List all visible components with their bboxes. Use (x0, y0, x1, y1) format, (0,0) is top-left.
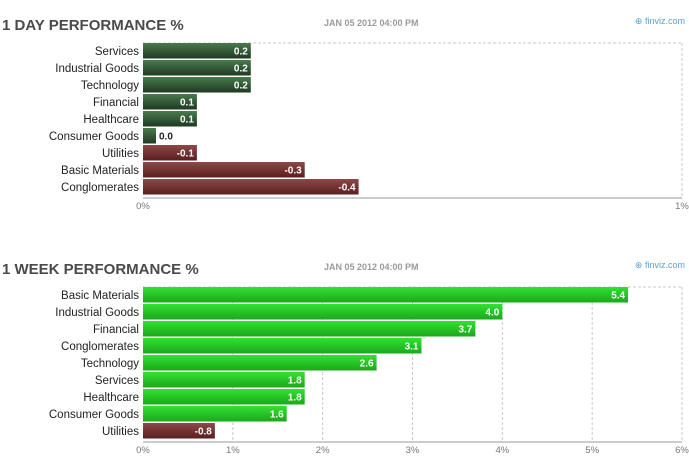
bar (143, 423, 215, 439)
category-label: Utilities (102, 148, 139, 160)
category-label: Basic Materials (61, 290, 139, 302)
category-label: Basic Materials (61, 165, 139, 177)
bar (143, 145, 197, 161)
bar-value-label: 0.2 (234, 80, 248, 91)
category-label: Financial (93, 324, 139, 336)
bar-value-label: -0.3 (284, 165, 302, 176)
bar (143, 321, 476, 337)
x-tick-label: 6% (675, 445, 689, 456)
x-tick-label: 0% (136, 445, 150, 456)
bar-value-label: 0.1 (180, 97, 194, 108)
bar-value-label: 0.0 (159, 131, 173, 142)
week-source-link[interactable]: ⊕ finviz.com (635, 260, 685, 271)
category-label: Conglomerates (61, 341, 139, 353)
category-label: Services (95, 46, 139, 58)
day-performance-chart: 0% 1% Services 0.2 Industrial Goods 0.2 Techno… (49, 42, 689, 212)
day-chart-title: 1 DAY PERFORMANCE % (2, 17, 184, 34)
week-performance-chart: 0% 1% 2% 3% 4% 5% 6% Basic Materials 5.4 Industri… (49, 286, 689, 456)
bar (143, 162, 305, 178)
finviz-logo-icon: ⊕ (634, 16, 643, 26)
bar-value-label: 1.8 (288, 392, 302, 403)
bar-value-label: 5.4 (611, 290, 625, 301)
category-label: Technology (81, 80, 139, 92)
bar-value-label: 2.6 (360, 358, 374, 369)
bar (143, 304, 503, 320)
bar (143, 128, 156, 144)
day-source-link[interactable]: ⊕ finviz.com (635, 16, 685, 27)
bar-value-label: 0.1 (180, 114, 194, 125)
x-tick-label: 1% (675, 201, 689, 212)
category-label: Consumer Goods (49, 131, 139, 143)
x-tick-label: 4% (495, 445, 509, 456)
bar (143, 94, 197, 110)
bar (143, 43, 251, 59)
x-tick-label: 0% (136, 201, 150, 212)
bar-value-label: 1.8 (288, 375, 302, 386)
bar-value-label: -0.4 (338, 182, 356, 193)
finviz-logo-icon: ⊕ (634, 260, 643, 270)
category-label: Industrial Goods (55, 307, 139, 319)
bar-value-label: 3.1 (405, 341, 419, 352)
bar-value-label: -0.1 (177, 148, 195, 159)
bar (143, 60, 251, 76)
bar-value-label: 0.2 (234, 46, 248, 57)
category-label: Utilities (102, 426, 139, 438)
bar-value-label: 3.7 (458, 324, 472, 335)
day-source-label: finviz.com (644, 16, 685, 26)
bar (143, 389, 305, 405)
category-label: Technology (81, 358, 139, 370)
bar-value-label: 1.6 (270, 409, 284, 420)
bar (143, 77, 251, 93)
bar-value-label: 0.2 (234, 63, 248, 74)
category-label: Services (95, 375, 139, 387)
week-chart-date: JAN 05 2012 04:00 PM (324, 262, 419, 272)
category-label: Healthcare (83, 392, 139, 404)
category-label: Financial (93, 97, 139, 109)
category-label: Industrial Goods (55, 63, 139, 75)
x-tick-label: 2% (316, 445, 330, 456)
x-tick-label: 5% (585, 445, 599, 456)
category-label: Conglomerates (61, 182, 139, 194)
day-performance-panel: 1 DAY PERFORMANCE % JAN 05 2012 04:00 PM… (0, 0, 689, 220)
x-tick-label: 3% (406, 445, 420, 456)
bar (143, 406, 287, 422)
bar (143, 355, 377, 371)
bar (143, 338, 422, 354)
bar (143, 372, 305, 388)
day-chart-date: JAN 05 2012 04:00 PM (324, 18, 419, 28)
bar-value-label: -0.8 (195, 426, 213, 437)
category-label: Healthcare (83, 114, 139, 126)
bar (143, 111, 197, 127)
bar-value-label: 4.0 (485, 307, 499, 318)
bar (143, 179, 359, 195)
week-performance-panel: 1 WEEK PERFORMANCE % JAN 05 2012 04:00 P… (0, 244, 689, 457)
week-source-label: finviz.com (644, 260, 685, 270)
bar (143, 287, 629, 303)
category-label: Consumer Goods (49, 409, 139, 421)
week-chart-title: 1 WEEK PERFORMANCE % (2, 261, 199, 278)
x-tick-label: 1% (226, 445, 240, 456)
